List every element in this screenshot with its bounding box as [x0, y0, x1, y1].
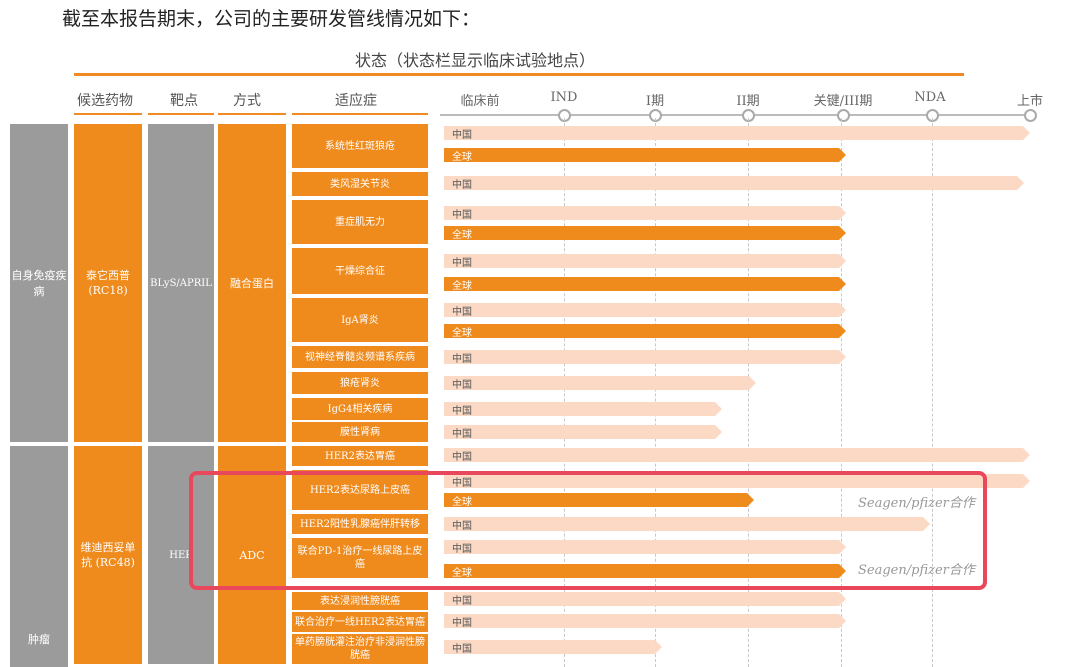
bar-china: 中国: [444, 517, 930, 531]
stage-nda: NDA: [914, 90, 946, 105]
bar-china: 中国: [444, 376, 756, 390]
header-drug: 候选药物: [77, 93, 133, 109]
stage-preclinical: 临床前: [460, 94, 500, 109]
stage-phase3: 关键/III期: [813, 94, 873, 109]
header-indication: 适应症: [335, 93, 377, 109]
stage-phase1: I期: [645, 94, 665, 109]
indication-cell: 膜性肾病: [292, 422, 428, 442]
indication-cell: 系统性红斑狼疮: [292, 124, 428, 168]
bar-china: 中国: [444, 303, 846, 317]
stage-gridline: [841, 118, 842, 667]
drug-rc18: 泰它西普 (RC18): [74, 124, 142, 442]
stage-market: 上市: [1016, 94, 1044, 109]
indication-cell: IgA肾炎: [292, 298, 428, 342]
target-rc48: HER: [148, 446, 214, 664]
indication-cell: HER2表达胃癌: [292, 446, 428, 466]
bar-global: 全球: [444, 493, 754, 507]
drug-rc48: 维迪西妥单抗 (RC48): [74, 446, 142, 664]
stage-ind: IND: [550, 90, 578, 105]
stage-gridline: [748, 118, 749, 667]
header-line: [218, 113, 286, 115]
bar-global: 全球: [444, 564, 846, 578]
header-line: [74, 113, 142, 115]
header-line: [148, 113, 214, 115]
indication-cell: 干燥综合征: [292, 248, 428, 294]
indication-cell: 重症肌无力: [292, 200, 428, 244]
bar-china: 中国: [444, 254, 846, 268]
stage-gridline: [655, 118, 656, 667]
bar-china: 中国: [444, 126, 1030, 140]
indication-cell: 狼疮肾炎: [292, 372, 428, 394]
status-title: 状态（状态栏显示临床试验地点）: [355, 51, 596, 70]
bar-global: 全球: [444, 277, 846, 291]
header-mode: 方式: [233, 93, 261, 109]
target-rc18: BLyS/APRIL: [148, 124, 214, 442]
category-autoimmune: 自身免疫疾病: [10, 124, 68, 442]
stage-gridline: [564, 118, 565, 667]
stage-gridline: [932, 118, 933, 667]
bar-china: 中国: [444, 540, 846, 554]
category-tumor: 肿瘤: [10, 446, 68, 667]
partner-note: Seagen/pfizer合作: [858, 563, 975, 578]
status-underline: [74, 73, 964, 76]
bar-china: 中国: [444, 614, 846, 628]
indication-cell: IgG4相关疾病: [292, 398, 428, 420]
bar-china: 中国: [444, 640, 662, 654]
stage-timeline: [440, 114, 1035, 116]
stage-marker: [837, 109, 850, 122]
stage-phase2: II期: [736, 94, 760, 109]
mode-rc48: ADC: [218, 446, 286, 664]
stage-marker: [1024, 109, 1037, 122]
bar-china: 中国: [444, 402, 722, 416]
bar-global: 全球: [444, 226, 846, 240]
intro-text: 截至本报告期末，公司的主要研发管线情况如下：: [62, 8, 481, 30]
bar-china: 中国: [444, 176, 1024, 190]
indication-cell: 联合PD-1治疗一线尿路上皮癌: [292, 538, 428, 578]
indication-cell: 类风湿关节炎: [292, 172, 428, 196]
indication-cell: 单药膀胱灌注治疗非浸润性膀胱癌: [292, 634, 428, 664]
indication-cell: HER2阳性乳腺癌伴肝转移: [292, 514, 428, 534]
bar-china: 中国: [444, 474, 1030, 488]
highlight-box: [189, 471, 987, 590]
indication-cell: HER2表达尿路上皮癌: [292, 470, 428, 510]
bar-china: 中国: [444, 206, 846, 220]
indication-cell: 表达浸润性膀胱癌: [292, 592, 428, 610]
bar-global: 全球: [444, 324, 846, 338]
indication-cell: 视神经脊髓炎频谱系疾病: [292, 346, 428, 368]
bar-china: 中国: [444, 350, 846, 364]
bar-china: 中国: [444, 425, 722, 439]
bar-china: 中国: [444, 448, 1030, 462]
bar-china: 中国: [444, 592, 846, 606]
indication-cell: 联合治疗一线HER2表达胃癌: [292, 612, 428, 632]
mode-rc18: 融合蛋白: [218, 124, 286, 442]
partner-note: Seagen/pfizer合作: [858, 496, 975, 511]
header-target: 靶点: [170, 93, 198, 109]
header-line: [292, 113, 428, 115]
bar-global: 全球: [444, 148, 846, 162]
